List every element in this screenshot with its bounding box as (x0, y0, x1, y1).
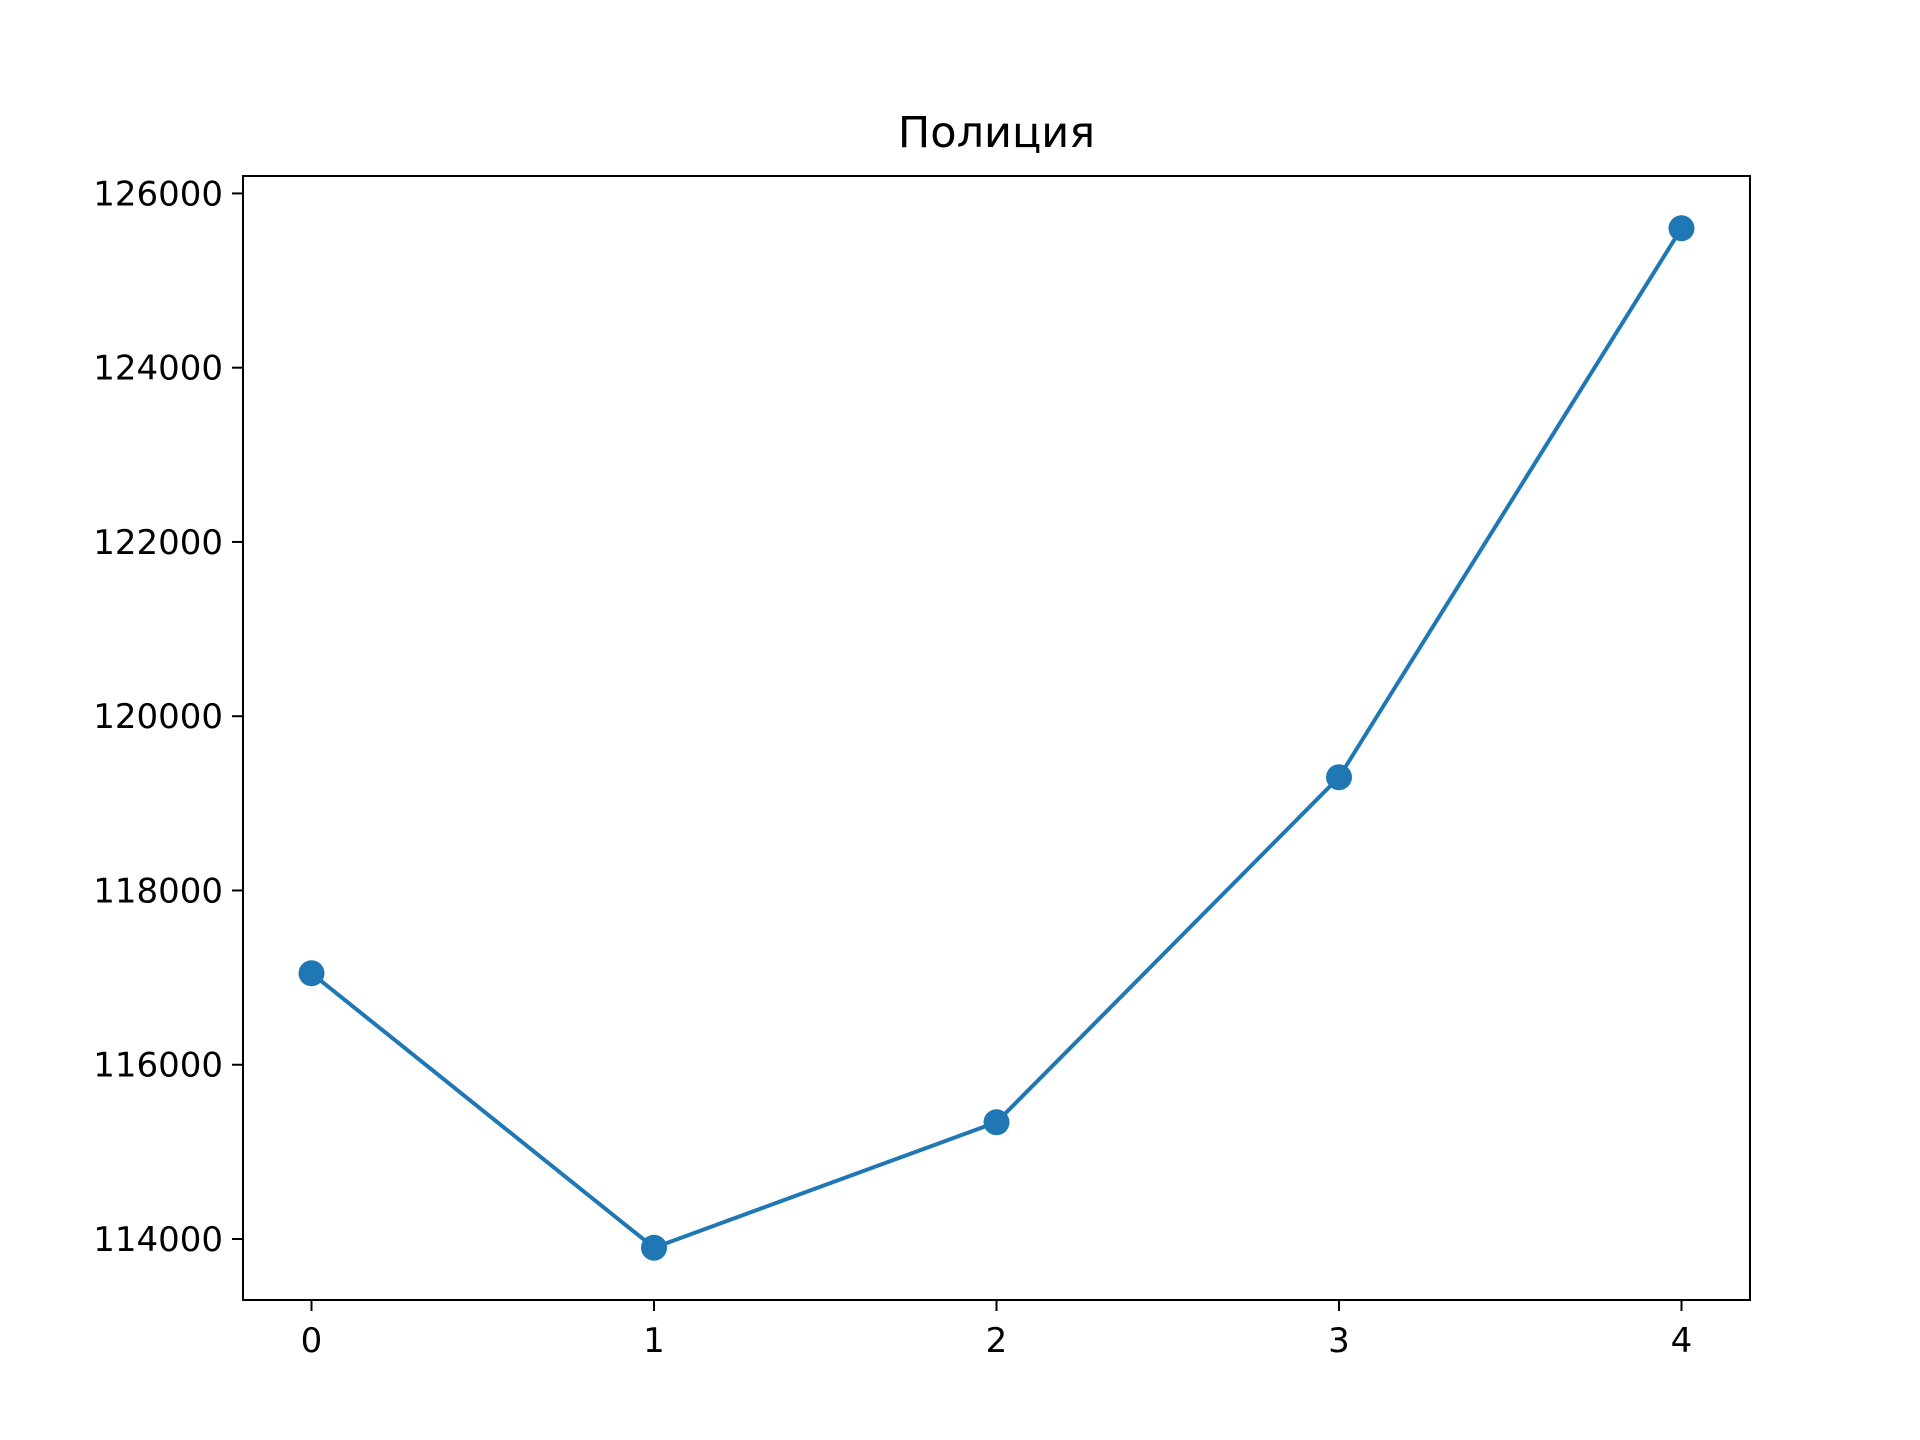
data-point (641, 1234, 667, 1261)
chart-title: Полиция (898, 108, 1095, 158)
x-tick-label: 1 (643, 1321, 665, 1361)
data-point (298, 960, 325, 987)
plot-area-frame (242, 175, 1751, 1301)
y-axis-ticks: 114000 116000 118000 120000 122000 124000 1260… (93, 174, 243, 1260)
y-tick-label: 124000 (93, 349, 223, 389)
x-tick-label: 4 (1671, 1321, 1693, 1361)
x-tick-label: 2 (986, 1321, 1008, 1361)
x-tick-label: 3 (1328, 1321, 1350, 1361)
y-tick-label: 122000 (93, 523, 223, 563)
data-point (1668, 215, 1695, 242)
x-tick-label: 0 (301, 1321, 323, 1361)
data-point (983, 1109, 1010, 1136)
data-point (1326, 764, 1352, 791)
y-tick-label: 120000 (93, 697, 223, 737)
y-tick-label: 118000 (93, 871, 223, 911)
y-tick-label: 114000 (93, 1220, 223, 1260)
x-axis-ticks: 0 1 2 3 4 (301, 1300, 1693, 1361)
series-layer (298, 215, 1695, 1261)
y-tick-label: 116000 (93, 1046, 223, 1086)
y-tick-label: 126000 (93, 174, 223, 214)
